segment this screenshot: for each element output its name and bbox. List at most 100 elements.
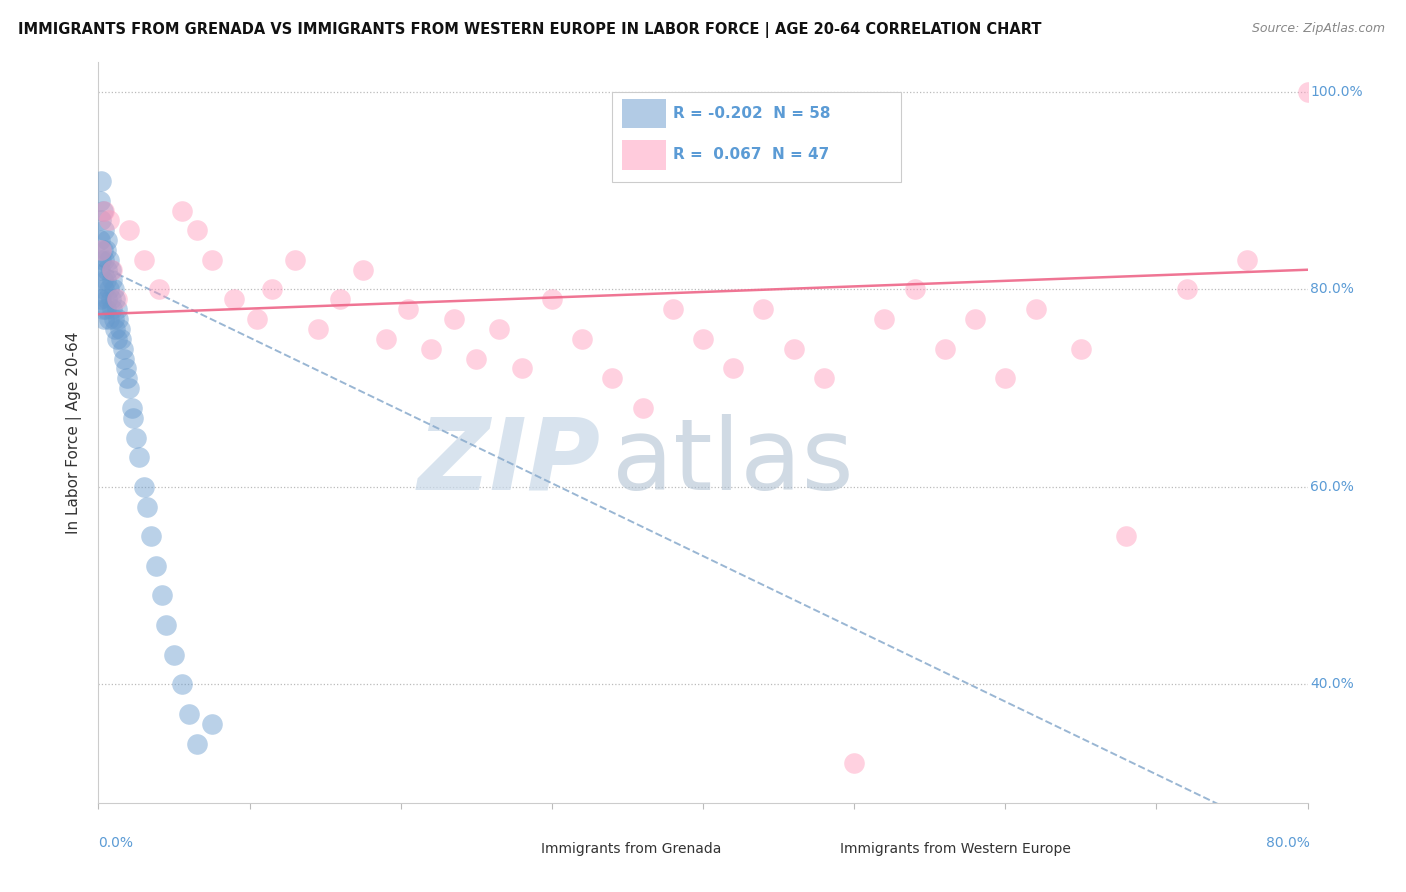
Point [104,293,127,307]
Point [1236,252,1258,267]
Point [145,558,167,573]
Point [98,312,121,326]
Point [103,312,125,326]
Point [246,312,269,326]
Point [108,322,131,336]
Point [488,322,510,336]
Point [90,213,112,227]
Point [90,243,112,257]
Point [91,272,114,286]
Point [465,351,488,366]
Point [118,381,141,395]
Point [170,677,193,691]
Point [602,371,624,385]
Point [844,756,866,771]
Point [98,213,121,227]
Point [89,233,111,247]
Point [692,332,714,346]
Point [571,332,593,346]
FancyBboxPatch shape [621,140,665,169]
Point [96,233,118,247]
Text: 100.0%: 100.0% [1310,85,1362,99]
Point [105,293,128,307]
Text: 80.0%: 80.0% [1267,836,1310,850]
Point [752,302,775,317]
Point [107,312,129,326]
Point [101,262,124,277]
Point [661,302,683,317]
Point [201,716,224,731]
Text: Source: ZipAtlas.com: Source: ZipAtlas.com [1251,22,1385,36]
Point [93,223,115,237]
Point [1070,342,1092,356]
Point [934,342,956,356]
Point [155,618,177,632]
Point [91,203,114,218]
Point [125,431,148,445]
Point [115,371,138,385]
Text: 60.0%: 60.0% [1310,480,1354,494]
Point [93,252,115,267]
Point [110,332,132,346]
Point [141,529,163,543]
Point [631,401,654,415]
Point [89,293,111,307]
Point [135,500,157,514]
Point [132,252,155,267]
Point [105,302,128,317]
Point [132,480,155,494]
Point [93,203,115,218]
Point [723,361,745,376]
Point [112,351,135,366]
Point [1115,529,1137,543]
Point [329,293,352,307]
Point [114,361,136,376]
Point [420,342,443,356]
Text: 80.0%: 80.0% [1310,283,1354,296]
FancyBboxPatch shape [621,99,665,128]
Point [540,293,562,307]
Point [374,332,396,346]
Point [510,361,533,376]
Text: 40.0%: 40.0% [1310,677,1354,691]
Point [89,262,111,277]
Point [93,283,115,297]
Point [91,302,114,317]
Text: ZIP: ZIP [418,414,600,511]
Point [111,342,134,356]
Point [396,302,419,317]
Point [121,401,143,415]
FancyBboxPatch shape [495,836,536,863]
FancyBboxPatch shape [793,836,835,863]
Point [1296,85,1319,99]
Point [90,252,112,267]
Point [105,332,128,346]
Point [201,252,224,267]
Y-axis label: In Labor Force | Age 20-64: In Labor Force | Age 20-64 [66,332,83,533]
Text: Immigrants from Grenada: Immigrants from Grenada [541,842,721,856]
Point [1175,283,1198,297]
Point [98,283,121,297]
Point [163,648,186,662]
Point [89,194,111,208]
Point [904,283,927,297]
Point [262,283,284,297]
Point [965,312,987,326]
Point [994,371,1017,385]
Point [100,293,122,307]
Point [783,342,806,356]
Point [100,262,122,277]
Point [352,262,374,277]
Point [104,322,127,336]
Text: R =  0.067  N = 47: R = 0.067 N = 47 [672,147,830,162]
Text: 0.0%: 0.0% [98,836,134,850]
Point [170,203,193,218]
Point [186,223,208,237]
Point [284,252,307,267]
Point [96,293,118,307]
Point [91,243,114,257]
Point [443,312,465,326]
Point [101,272,124,286]
Point [873,312,896,326]
Point [150,589,173,603]
